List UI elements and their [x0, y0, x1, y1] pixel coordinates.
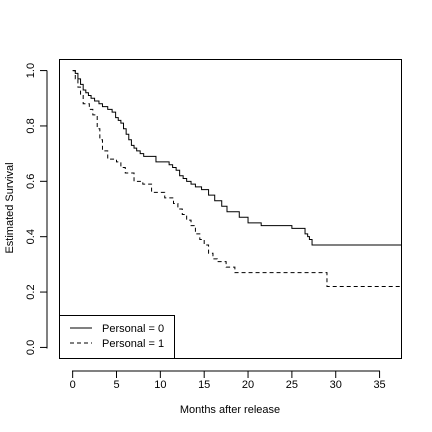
y-tick-label: 0.4	[25, 229, 37, 244]
x-axis-title: Months after release	[180, 404, 280, 416]
x-tick-label: 35	[373, 379, 385, 391]
x-tick-label: 5	[113, 379, 119, 391]
legend: Personal = 0 Personal = 1	[59, 315, 175, 359]
y-axis: 0.0 0.2 0.4 0.6 0.8 1.0	[25, 63, 48, 355]
x-tick-label: 30	[330, 379, 342, 391]
x-axis: 0 5 10 15 20 25 30 35	[70, 370, 386, 391]
x-tick-label: 25	[286, 379, 298, 391]
y-axis-title: Estimated Survival	[4, 162, 16, 253]
x-tick-label: 20	[242, 379, 254, 391]
y-tick-label: 0.6	[25, 174, 37, 189]
x-tick-label: 0	[70, 379, 76, 391]
x-tick-label: 15	[198, 379, 210, 391]
legend-label-personal-1: Personal = 1	[102, 338, 164, 350]
y-tick-label: 0.8	[25, 118, 37, 133]
series-0-step-line	[72, 70, 402, 246]
y-tick-label: 1.0	[25, 63, 37, 78]
series-1-step-line	[72, 70, 402, 288]
y-tick-label: 0.0	[25, 340, 37, 355]
y-tick-label: 0.2	[25, 284, 37, 299]
x-tick-label: 10	[154, 379, 166, 391]
legend-label-personal-0: Personal = 0	[102, 323, 164, 335]
series-layer	[72, 70, 402, 288]
plot-frame	[59, 59, 402, 359]
legend-box	[59, 315, 175, 359]
